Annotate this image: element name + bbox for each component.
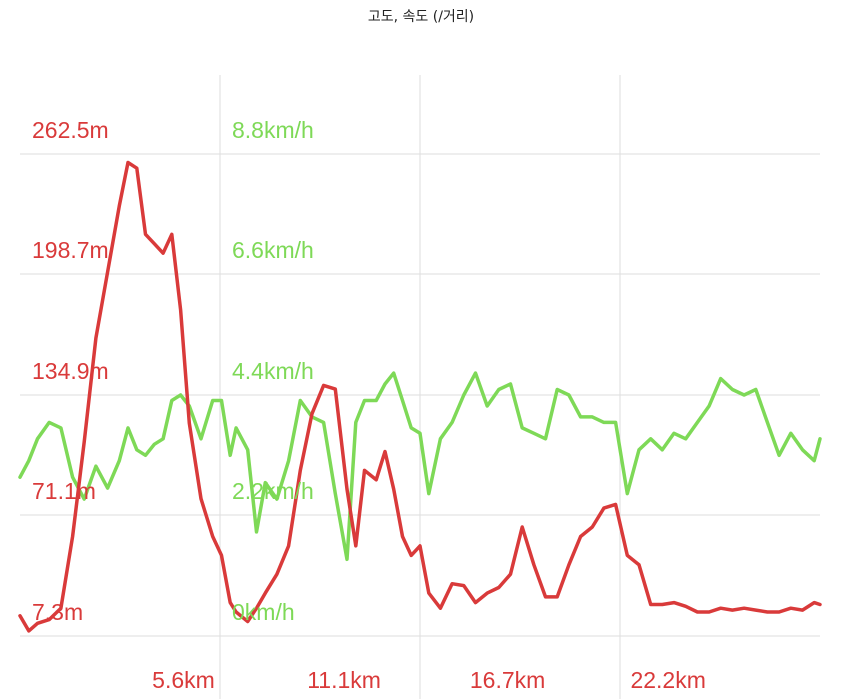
x-tick-label: 11.1km bbox=[307, 667, 381, 693]
grid-lines bbox=[20, 75, 820, 699]
elevation-series-line bbox=[18, 160, 822, 633]
elevation-y-tick-label: 134.9m bbox=[32, 358, 109, 384]
speed-y-tick-label: 0km/h bbox=[232, 599, 295, 625]
elevation-y-tick-label: 262.5m bbox=[32, 117, 109, 143]
speed-y-tick-label: 8.8km/h bbox=[232, 117, 314, 143]
elevation-y-tick-label: 71.1m bbox=[32, 478, 96, 504]
tick-labels: 262.5m 198.7m 134.9m 71.1m 7.3m 8.8km/h 6.6km/… bbox=[32, 117, 706, 693]
elevation-y-tick-label: 198.7m bbox=[32, 237, 109, 263]
x-tick-label: 16.7km bbox=[470, 667, 545, 693]
speed-series-line bbox=[18, 371, 822, 562]
elevation-y-tick-label: 7.3m bbox=[32, 599, 83, 625]
x-tick-label: 22.2km bbox=[630, 667, 705, 693]
chart-title: 고도, 속도 (/거리) bbox=[367, 9, 475, 25]
series-lines bbox=[18, 160, 822, 633]
speed-y-tick-label: 4.4km/h bbox=[232, 358, 314, 384]
speed-y-tick-label: 2.2km/h bbox=[232, 478, 314, 504]
x-tick-label: 5.6km bbox=[152, 667, 215, 693]
speed-y-tick-label: 6.6km/h bbox=[232, 237, 314, 263]
